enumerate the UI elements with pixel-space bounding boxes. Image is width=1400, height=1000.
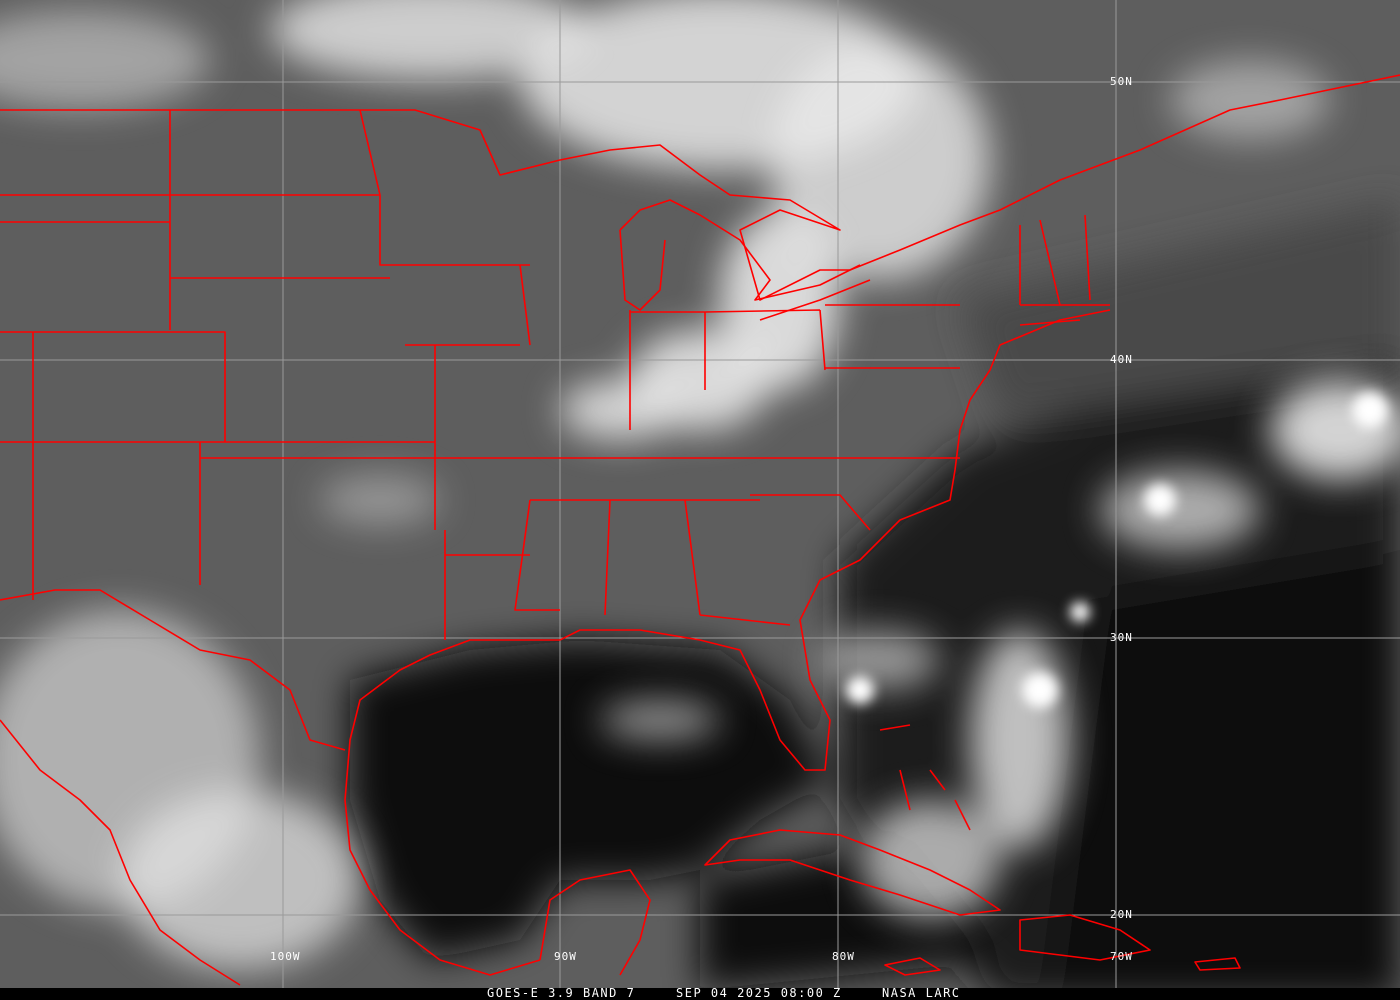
- atlantic-coast: [559, 309, 1111, 771]
- latitude-label-50n: 50N: [1110, 75, 1133, 88]
- puerto-rico-outline: [1194, 957, 1241, 971]
- satellite-band-label: GOES-E 3.9 BAND 7: [487, 986, 636, 1000]
- yucatan-outline: [539, 869, 651, 976]
- gulf-coast: [344, 639, 560, 976]
- latitude-label-30n: 30N: [1110, 631, 1133, 644]
- state-borders: [0, 109, 1110, 640]
- jamaica-outline: [884, 957, 941, 976]
- hispaniola-outline: [1019, 914, 1151, 961]
- longitude-label-80w: 80W: [832, 950, 855, 963]
- longitude-label-90w: 90W: [554, 950, 577, 963]
- mexico-pacific-coast: [0, 719, 241, 986]
- timestamp-label: SEP 04 2025 08:00 Z: [676, 986, 842, 1000]
- political-boundaries: [0, 74, 1400, 986]
- great-lakes-outline: [619, 199, 871, 321]
- cloud-cover: [0, 0, 1400, 970]
- source-label: NASA LARC: [882, 986, 961, 1000]
- caption-bar: GOES-E 3.9 BAND 7 SEP 04 2025 08:00 Z NA…: [0, 986, 1400, 1000]
- bright-cloud-tops: [846, 392, 1388, 708]
- cuba-outline: [704, 829, 1001, 916]
- latitude-label-20n: 20N: [1110, 908, 1133, 921]
- us-canada-border: [0, 74, 1400, 301]
- bahamas-outline: [879, 724, 971, 831]
- longitude-label-100w: 100W: [270, 950, 301, 963]
- mexico-border: [0, 589, 346, 751]
- latitude-label-40n: 40N: [1110, 353, 1133, 366]
- longitude-label-70w: 70W: [1110, 950, 1133, 963]
